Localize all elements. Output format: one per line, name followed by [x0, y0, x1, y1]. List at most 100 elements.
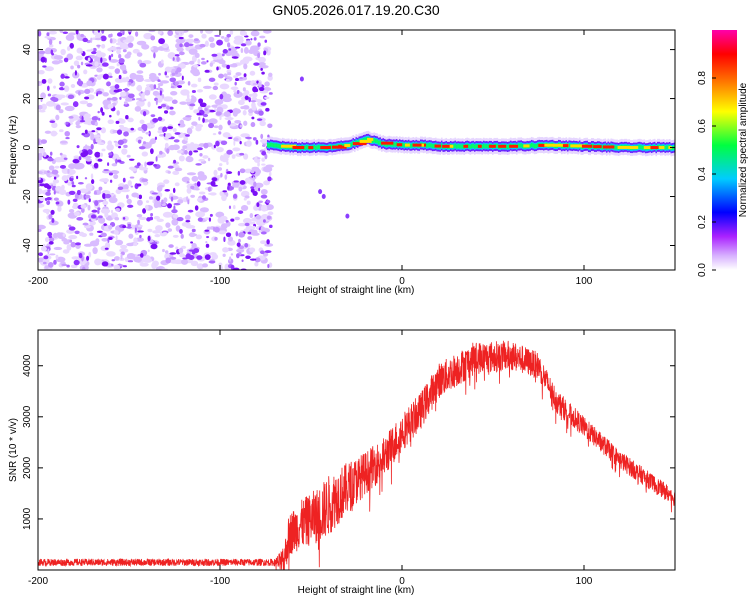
noise-cell — [75, 242, 82, 246]
spectrogram-x-tick-label: -100 — [210, 276, 230, 287]
noise-cell — [71, 184, 76, 188]
noise-cell — [197, 217, 203, 222]
snr-series-line — [38, 340, 675, 570]
noise-cell — [139, 62, 147, 68]
noise-cell — [121, 148, 128, 155]
noise-cell — [104, 211, 109, 218]
noise-cell — [173, 259, 184, 265]
noise-cell — [127, 30, 132, 33]
noise-cell — [185, 196, 189, 202]
noise-cell — [191, 95, 195, 98]
noise-cell — [263, 180, 270, 186]
stray-point — [321, 194, 326, 200]
noise-cell — [91, 130, 96, 133]
noise-cell — [268, 171, 272, 177]
noise-cell — [186, 127, 193, 135]
noise-cell — [64, 130, 71, 137]
noise-cell — [259, 120, 266, 127]
ridge-peak — [602, 145, 615, 149]
noise-cell — [212, 133, 217, 136]
noise-cell — [149, 161, 155, 164]
noise-cell — [249, 70, 256, 76]
noise-cell — [193, 248, 200, 254]
ridge-inner — [614, 145, 617, 150]
noise-cell — [124, 97, 134, 102]
noise-cell — [51, 169, 59, 175]
noise-cell — [75, 55, 83, 61]
noise-cell — [122, 265, 127, 268]
noise-cell — [125, 115, 129, 120]
noise-cell — [259, 35, 266, 39]
noise-cell — [118, 54, 122, 59]
noise-cell — [139, 253, 144, 258]
noise-cell — [260, 240, 267, 245]
ridge-inner — [317, 144, 320, 149]
noise-cell — [186, 93, 190, 100]
noise-cell — [209, 42, 216, 48]
noise-cell — [156, 95, 163, 103]
noise-cell — [265, 107, 270, 112]
noise-cell — [84, 88, 91, 95]
snr-y-tick-label: 2000 — [22, 456, 33, 479]
spectrogram-frame — [37, 29, 676, 271]
noise-cell — [137, 219, 140, 225]
noise-cell — [108, 65, 115, 70]
noise-cell — [221, 63, 228, 68]
ridge-peak — [544, 143, 555, 147]
noise-cell — [45, 191, 51, 196]
noise-cell — [70, 175, 74, 179]
noise-cell — [45, 209, 50, 215]
noise-cell — [193, 64, 199, 68]
noise-cell — [136, 162, 141, 167]
noise-cell — [65, 121, 69, 125]
noise-cell — [196, 89, 203, 93]
noise-cell — [101, 148, 106, 152]
noise-cell — [123, 101, 128, 105]
noise-cell — [60, 73, 65, 79]
noise-cell — [46, 32, 50, 37]
noise-cell — [100, 35, 107, 42]
noise-cell — [168, 144, 176, 151]
noise-cell — [172, 234, 179, 238]
noise-cell — [204, 40, 209, 47]
noise-cell — [234, 81, 237, 86]
noise-cell — [111, 163, 118, 167]
noise-cell — [268, 72, 273, 77]
ridge-inner — [455, 144, 458, 149]
noise-cell — [198, 98, 204, 104]
noise-cell — [161, 153, 166, 158]
noise-cell — [101, 237, 109, 242]
ridge-inner — [505, 144, 508, 149]
ridge-peak — [658, 146, 665, 150]
noise-cell — [239, 140, 242, 145]
noise-cell — [237, 210, 244, 214]
noise-cell — [150, 47, 154, 50]
noise-cell — [162, 128, 165, 133]
noise-cell — [153, 215, 160, 220]
noise-cell — [193, 38, 199, 42]
noise-cell — [231, 47, 236, 50]
noise-cell — [38, 171, 44, 175]
noise-cell — [242, 87, 246, 92]
noise-cell — [222, 253, 226, 258]
noise-cell — [264, 243, 274, 247]
noise-cell — [181, 176, 190, 183]
noise-cell — [232, 267, 240, 270]
noise-cell — [189, 103, 196, 107]
noise-cell — [195, 126, 202, 132]
noise-cell — [216, 39, 223, 46]
noise-cell — [130, 185, 134, 188]
noise-cell — [242, 110, 247, 116]
ridge-inner — [350, 142, 353, 147]
noise-cell — [155, 99, 158, 106]
ridge-inner — [314, 146, 317, 151]
noise-cell — [68, 116, 74, 119]
noise-cell — [252, 176, 255, 182]
noise-cell — [154, 204, 160, 208]
noise-cell — [190, 125, 194, 129]
noise-cell — [208, 217, 212, 222]
noise-cell — [127, 260, 134, 263]
noise-cell — [142, 110, 147, 117]
noise-cell — [174, 81, 179, 86]
noise-cell — [120, 30, 124, 33]
